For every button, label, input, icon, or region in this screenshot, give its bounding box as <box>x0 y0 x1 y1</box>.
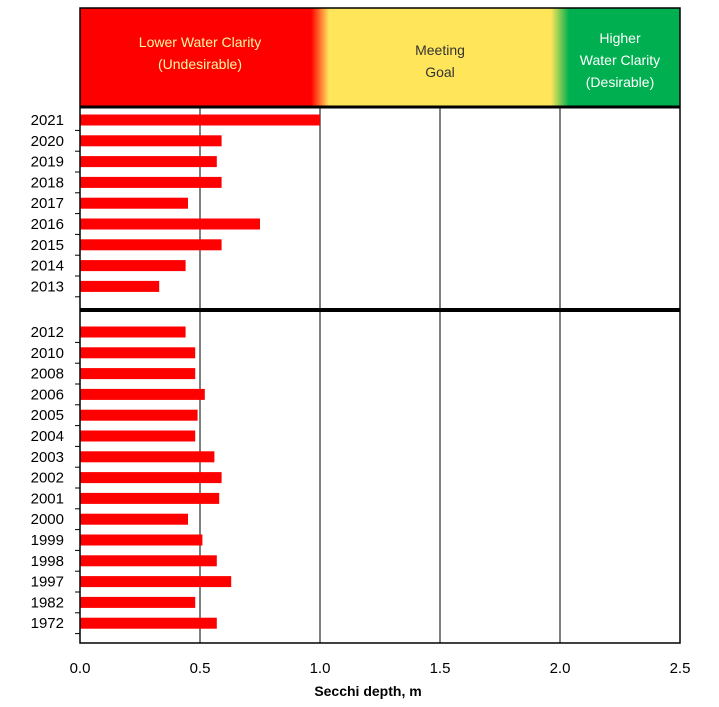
bar <box>80 326 186 338</box>
category-labels: 2021 2020 2019 2018 2017 2016 2015 2014 2013 2012… <box>31 112 64 632</box>
category-label: 1997 <box>31 574 64 591</box>
bar <box>80 576 232 588</box>
x-tick-label: 2.5 <box>670 660 691 677</box>
category-label: 1999 <box>31 532 64 549</box>
category-label: 2013 <box>31 278 64 295</box>
bar <box>80 156 217 168</box>
category-label: 2019 <box>31 154 64 171</box>
category-label: 2006 <box>31 386 64 403</box>
plot-frame <box>79 7 681 644</box>
clarity-band-label: Higher <box>599 30 641 46</box>
category-label: 2002 <box>31 470 64 487</box>
clarity-band-label: Meeting <box>415 42 465 58</box>
clarity-band-label: Water Clarity <box>580 52 660 68</box>
category-label: 2004 <box>31 428 64 445</box>
bar <box>80 534 203 546</box>
clarity-band-header: Lower Water Clarity (Undesirable) Meeting G… <box>80 8 680 107</box>
bar <box>80 135 222 147</box>
category-label: 1972 <box>31 615 64 632</box>
x-axis-title: Secchi depth, m <box>314 683 421 699</box>
bar <box>80 176 222 188</box>
category-label: 2000 <box>31 511 64 528</box>
category-label: 2020 <box>31 133 64 150</box>
category-label: 2010 <box>31 345 64 362</box>
bar <box>80 409 198 421</box>
bar <box>80 347 196 359</box>
x-axis: 0.0 0.5 1.0 1.5 2.0 2.5 Secchi depth, m <box>70 7 691 699</box>
category-label: 2005 <box>31 407 64 424</box>
category-label: 2021 <box>31 112 64 129</box>
category-label: 2001 <box>31 490 64 507</box>
bar <box>80 451 215 463</box>
category-label: 2015 <box>31 237 64 254</box>
category-label: 1998 <box>31 553 64 570</box>
bar <box>80 260 186 272</box>
bar <box>80 239 222 251</box>
category-label: 1982 <box>31 594 64 611</box>
clarity-band-label: (Desirable) <box>586 74 654 90</box>
bar <box>80 368 196 380</box>
bar <box>80 218 260 230</box>
clarity-band-label: Lower Water Clarity <box>139 34 261 50</box>
bar <box>80 513 188 525</box>
category-label: 2016 <box>31 216 64 233</box>
x-tick-label: 0.5 <box>190 660 211 677</box>
category-label: 2014 <box>31 258 64 275</box>
bar <box>80 555 217 567</box>
x-tick-label: 1.5 <box>430 660 451 677</box>
category-label: 2003 <box>31 449 64 466</box>
bar <box>80 492 220 504</box>
category-label: 2017 <box>31 195 64 212</box>
bars <box>80 114 320 629</box>
bar <box>80 430 196 442</box>
clarity-band-label: (Undesirable) <box>158 56 242 72</box>
bar <box>80 114 320 126</box>
x-tick-label: 0.0 <box>70 660 91 677</box>
bar <box>80 617 217 629</box>
bar <box>80 596 196 608</box>
bar <box>80 280 160 292</box>
bar <box>80 197 188 209</box>
gridlines <box>199 107 561 643</box>
bar <box>80 472 222 484</box>
clarity-band-label: Goal <box>425 64 455 80</box>
clarity-band-background <box>80 8 680 107</box>
bar <box>80 388 205 400</box>
category-label: 2012 <box>31 324 64 341</box>
category-label: 2018 <box>31 174 64 191</box>
x-tick-label: 1.0 <box>310 660 331 677</box>
category-label: 2008 <box>31 366 64 383</box>
x-tick-label: 2.0 <box>550 660 571 677</box>
